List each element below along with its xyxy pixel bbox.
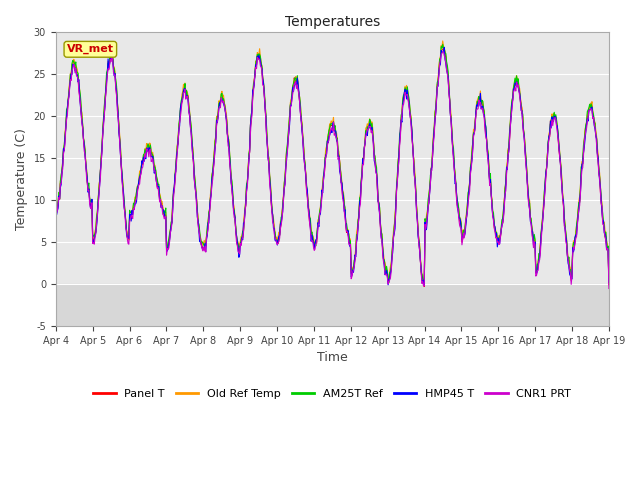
AM25T Ref xyxy=(175,121,182,127)
HMP45 T xyxy=(440,45,448,50)
Legend: Panel T, Old Ref Temp, AM25T Ref, HMP45 T, CNR1 PRT: Panel T, Old Ref Temp, AM25T Ref, HMP45 … xyxy=(89,384,576,404)
CNR1 PRT xyxy=(399,102,407,108)
Old Ref Temp xyxy=(175,124,182,130)
Old Ref Temp xyxy=(62,121,70,127)
CNR1 PRT xyxy=(204,226,212,232)
Old Ref Temp xyxy=(605,277,612,283)
Old Ref Temp xyxy=(420,278,428,284)
Old Ref Temp xyxy=(52,201,60,206)
Old Ref Temp xyxy=(399,94,407,99)
Panel T xyxy=(416,247,424,252)
Panel T xyxy=(204,220,212,226)
AM25T Ref xyxy=(605,279,612,285)
AM25T Ref xyxy=(204,219,212,225)
HMP45 T xyxy=(52,201,60,206)
CNR1 PRT xyxy=(605,286,612,291)
AM25T Ref xyxy=(439,41,447,47)
Old Ref Temp xyxy=(119,177,127,183)
HMP45 T xyxy=(175,128,182,133)
CNR1 PRT xyxy=(62,126,70,132)
Old Ref Temp xyxy=(439,38,447,44)
CNR1 PRT xyxy=(416,247,424,253)
AM25T Ref xyxy=(416,244,424,250)
AM25T Ref xyxy=(420,281,428,287)
Panel T xyxy=(420,284,428,289)
HMP45 T xyxy=(420,282,428,288)
CNR1 PRT xyxy=(119,185,127,191)
Old Ref Temp xyxy=(204,220,212,226)
Line: Panel T: Panel T xyxy=(56,48,609,287)
HMP45 T xyxy=(62,125,70,131)
Title: Temperatures: Temperatures xyxy=(285,15,380,29)
AM25T Ref xyxy=(62,125,70,131)
Line: CNR1 PRT: CNR1 PRT xyxy=(56,52,609,288)
X-axis label: Time: Time xyxy=(317,351,348,364)
Panel T xyxy=(62,124,70,130)
HMP45 T xyxy=(204,220,212,226)
Line: Old Ref Temp: Old Ref Temp xyxy=(56,41,609,281)
HMP45 T xyxy=(399,96,407,102)
AM25T Ref xyxy=(52,199,60,205)
Panel T xyxy=(605,282,612,288)
AM25T Ref xyxy=(119,180,127,185)
Line: AM25T Ref: AM25T Ref xyxy=(56,44,609,284)
Bar xyxy=(56,284,609,326)
HMP45 T xyxy=(605,279,612,285)
Panel T xyxy=(119,182,127,188)
Panel T xyxy=(175,125,182,131)
Old Ref Temp xyxy=(416,240,424,246)
AM25T Ref xyxy=(399,92,407,98)
CNR1 PRT xyxy=(175,128,182,134)
CNR1 PRT xyxy=(440,49,447,55)
HMP45 T xyxy=(119,184,127,190)
Text: VR_met: VR_met xyxy=(67,44,114,54)
HMP45 T xyxy=(416,249,424,254)
Panel T xyxy=(440,45,447,50)
Y-axis label: Temperature (C): Temperature (C) xyxy=(15,128,28,230)
Line: HMP45 T: HMP45 T xyxy=(56,48,609,285)
Panel T xyxy=(399,95,407,101)
Panel T xyxy=(52,200,60,206)
CNR1 PRT xyxy=(52,204,60,209)
